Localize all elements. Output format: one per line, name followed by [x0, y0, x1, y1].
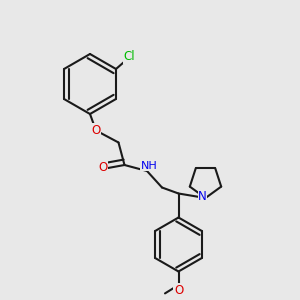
- Text: NH: NH: [141, 160, 158, 171]
- Text: O: O: [174, 284, 183, 297]
- Text: O: O: [98, 160, 107, 174]
- Text: N: N: [198, 190, 207, 203]
- Text: Cl: Cl: [124, 50, 135, 64]
- Text: O: O: [92, 124, 100, 137]
